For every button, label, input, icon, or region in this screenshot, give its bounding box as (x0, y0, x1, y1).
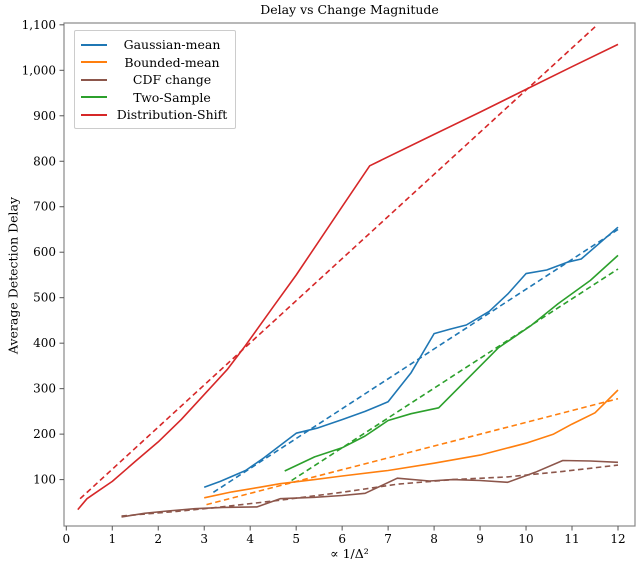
legend-item-distribution-shift: Distribution-Shift (81, 106, 229, 124)
legend: Gaussian-mean Bounded-mean CDF change Tw… (74, 30, 236, 129)
legend-label-gaussian-mean: Gaussian-mean (123, 37, 221, 53)
legend-swatch-distribution-shift (81, 113, 107, 116)
x-axis-label: ∝ 1/Δ² (330, 546, 369, 561)
y-tick-label: 800 (33, 154, 56, 168)
legend-label-bounded-mean: Bounded-mean (124, 54, 220, 70)
y-tick-label: 300 (33, 382, 56, 396)
legend-label-cdf-change: CDF change (132, 72, 212, 88)
legend-item-two-sample: Two-Sample (81, 89, 229, 107)
legend-item-cdf-change: CDF change (81, 71, 229, 89)
y-tick-label: 100 (33, 473, 56, 487)
legend-item-bounded-mean: Bounded-mean (81, 54, 229, 72)
plot-lines (77, 24, 619, 518)
x-tick-label: 9 (476, 532, 484, 546)
x-tick-label: 1 (108, 532, 116, 546)
plot-border (63, 22, 636, 527)
x-tick-label: 7 (384, 532, 392, 546)
x-tick-label: 5 (292, 532, 300, 546)
x-tick-label: 10 (518, 532, 533, 546)
x-tick-label: 2 (154, 532, 162, 546)
x-tick-label: 8 (430, 532, 438, 546)
bounded-mean-solid-line (204, 389, 619, 499)
x-tick-label: 3 (200, 532, 208, 546)
y-tick-label: 1,100 (22, 18, 56, 32)
y-axis-ticks: 100 200 300 400 500 600 700 800 900 1,000 1,100 (22, 18, 64, 487)
cdf-change-solid-line (121, 459, 619, 518)
legend-label-two-sample: Two-Sample (133, 89, 211, 105)
bounded-mean-dashed-line (206, 397, 619, 506)
gaussian-mean-dashed-line (212, 228, 619, 493)
gaussian-mean-solid-line (203, 226, 619, 489)
two-sample-solid-line (284, 254, 619, 472)
x-tick-label: 6 (338, 532, 346, 546)
legend-swatch-two-sample (81, 96, 107, 99)
legend-label-distribution-shift: Distribution-Shift (116, 107, 228, 123)
cdf-change-dashed-line (121, 464, 619, 517)
x-axis-ticks: 0 1 2 3 4 5 6 7 8 9 10 11 12 (62, 526, 626, 546)
x-tick-label: 11 (564, 532, 579, 546)
distribution-shift-solid-line (77, 43, 619, 511)
y-tick-label: 900 (33, 109, 56, 123)
y-tick-label: 1,000 (22, 63, 56, 77)
chart-title: Delay vs Change Magnitude (260, 2, 439, 17)
y-tick-label: 500 (33, 291, 56, 305)
legend-item-gaussian-mean: Gaussian-mean (81, 36, 229, 54)
x-tick-label: 0 (62, 532, 70, 546)
x-tick-label: 12 (610, 532, 625, 546)
y-tick-label: 600 (33, 245, 56, 259)
legend-swatch-cdf-change (81, 78, 107, 81)
y-tick-label: 700 (33, 200, 56, 214)
legend-swatch-gaussian-mean (81, 43, 107, 46)
legend-swatch-bounded-mean (81, 61, 107, 64)
y-tick-label: 400 (33, 336, 56, 350)
x-tick-label: 4 (246, 532, 254, 546)
y-tick-label: 200 (33, 427, 56, 441)
